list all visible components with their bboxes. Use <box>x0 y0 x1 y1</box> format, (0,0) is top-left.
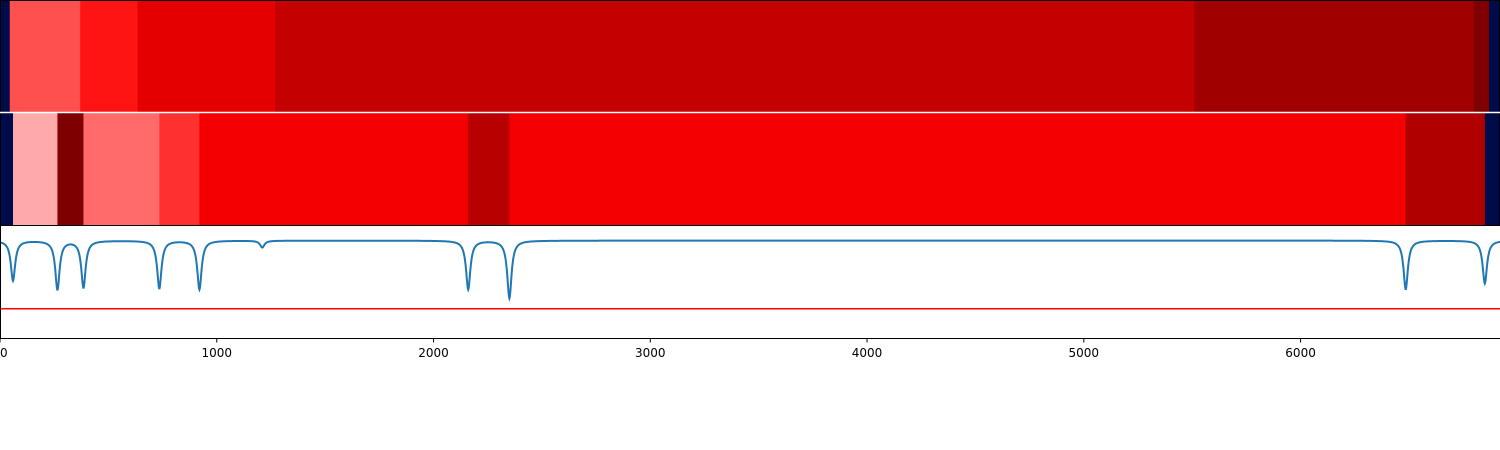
heatmap-row-1-segment-4 <box>137 0 276 112</box>
heatmap-row-1-segment-6 <box>1194 0 1475 112</box>
heatmap-row-1-segment-1 <box>0 0 11 112</box>
signal-axes-background <box>0 226 1500 338</box>
heatmap-row-2-segment-8 <box>509 113 1407 226</box>
x-tick-label: 6000 <box>1285 346 1316 360</box>
x-tick-label: 2000 <box>418 346 449 360</box>
heatmap-row-1-segment-3 <box>80 0 139 112</box>
heatmap-row-2-segment-3 <box>57 113 84 226</box>
x-tick-label: 0 <box>0 346 8 360</box>
heatmap-row-2-segment-10 <box>1484 113 1500 226</box>
heatmap-row-2-segment-9 <box>1405 113 1486 226</box>
x-tick-label: 5000 <box>1069 346 1100 360</box>
heatmap-rows <box>0 0 1500 226</box>
heatmap-row-2-segment-4 <box>83 113 160 226</box>
signal-panel <box>0 226 1500 338</box>
signal-line <box>0 239 1500 302</box>
heatmap-row-2-segment-2 <box>13 113 58 226</box>
x-tick-label: 4000 <box>852 346 883 360</box>
heatmap-row-2-segment-5 <box>159 113 200 226</box>
heatmap-row-2-segment-7 <box>468 113 510 226</box>
heatmap-row-1-segment-7 <box>1473 0 1490 112</box>
x-tick-label: 3000 <box>635 346 666 360</box>
heatmap-row-1-segment-2 <box>9 0 81 112</box>
heatmap-row-1-segment-5 <box>275 0 1195 112</box>
heatmap-row-1-segment-8 <box>1489 0 1500 112</box>
heatmap-row-2-segment-1 <box>0 113 14 226</box>
x-tick-label: 1000 <box>201 346 232 360</box>
x-axis: 0 1000 2000 3000 4000 5000 6000 <box>0 338 1316 360</box>
heatmap-row-2-segment-6 <box>199 113 469 226</box>
